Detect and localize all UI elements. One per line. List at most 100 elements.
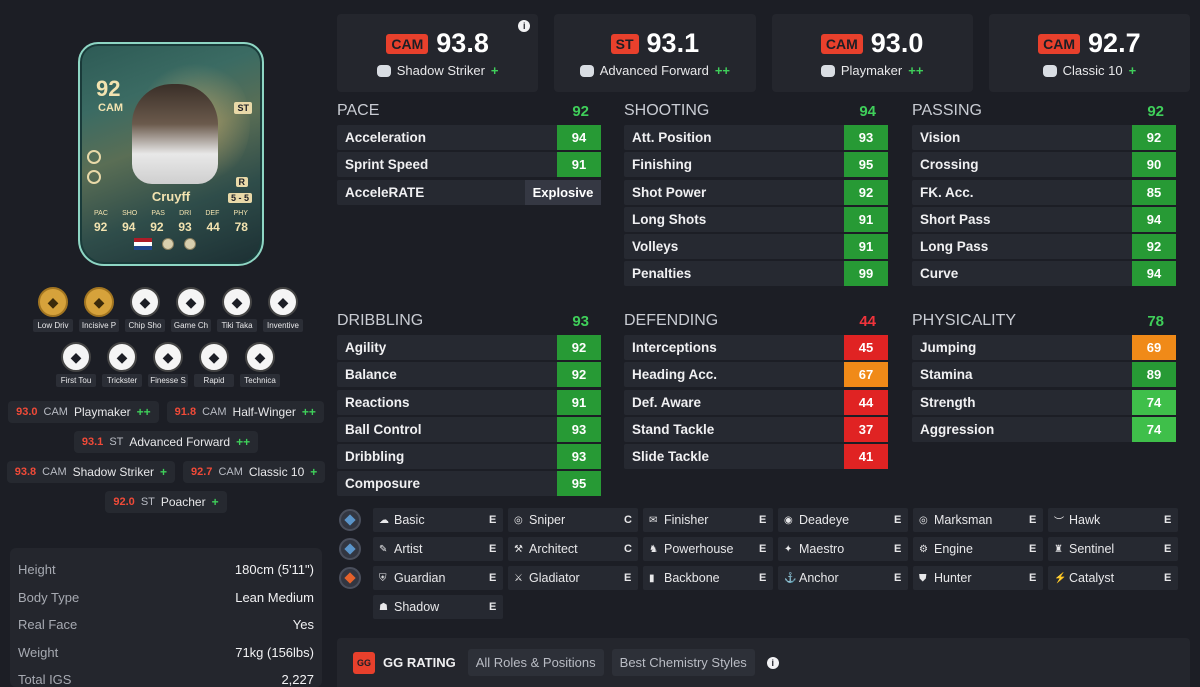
stat-row: Short Pass 94	[912, 206, 1176, 232]
top-role-line: ST 93.1	[610, 28, 699, 59]
top-role-line: CAM 93.0	[820, 28, 923, 59]
role-chip[interactable]: 93.1 ST Advanced Forward ++	[73, 431, 259, 453]
stat-group-header: PACE 92	[337, 100, 601, 122]
top-role-card[interactable]: CAM 93.8 Shadow Striker + i	[337, 14, 539, 92]
playstyle-item[interactable]: ◆ Rapid	[194, 342, 234, 387]
card-badges	[134, 238, 196, 250]
chem-style-item[interactable]: ♞ Powerhouse E	[643, 537, 773, 561]
chem-style-item[interactable]: ⚙ Engine E	[913, 537, 1043, 561]
stat-value: 92	[557, 362, 601, 388]
stat-row: Long Shots 91	[624, 206, 888, 232]
chem-style-item[interactable]: ▮ Backbone E	[643, 566, 773, 590]
role-chip[interactable]: 93.8 CAM Shadow Striker +	[6, 461, 176, 483]
chem-style-item[interactable]: ⚔ Gladiator E	[508, 566, 638, 590]
finesse-shot-icon: ◆	[153, 342, 183, 372]
chem-style-icon: ✎	[379, 543, 388, 555]
chem-style-level: E	[489, 543, 497, 555]
chem-style-name: Catalyst	[1069, 571, 1115, 585]
top-role-position: ST	[610, 33, 639, 54]
role-position: CAM	[43, 406, 68, 418]
info-row: Body Type Lean Medium	[18, 584, 314, 612]
playstyle-label: Finesse S	[148, 374, 188, 387]
playstyle-item[interactable]: ◆ Chip Sho	[125, 287, 165, 332]
chem-style-icon: ☁	[379, 514, 389, 526]
chem-style-name: Sniper	[529, 513, 566, 527]
stat-value: 92	[557, 335, 601, 360]
role-name: Playmaker	[73, 405, 131, 419]
playstyle-item[interactable]: ◆ Low Driv	[33, 287, 73, 332]
chem-style-level: E	[1164, 572, 1172, 584]
top-role-rating: 92.7	[1088, 28, 1141, 58]
role-plus: ++	[236, 435, 251, 449]
top-role-plus: ++	[714, 63, 731, 78]
gg-rating-title: GG RATING	[383, 655, 456, 670]
info-icon[interactable]: i	[766, 656, 779, 669]
role-position: ST	[109, 436, 124, 448]
chem-style-item[interactable]: ︶ Hawk E	[1048, 508, 1178, 532]
playstyle-item[interactable]: ◆ Tiki Taka	[217, 287, 257, 332]
role-icon	[820, 64, 835, 77]
chem-style-level: E	[489, 572, 497, 584]
playstyle-item[interactable]: ◆ Trickster	[102, 342, 142, 387]
tab-all-roles-positions[interactable]: All Roles & Positions	[467, 649, 604, 676]
stat-value: 99	[844, 261, 888, 287]
stat-value: 95	[844, 152, 888, 178]
chem-style-item[interactable]: ☗ Shadow E	[373, 595, 503, 619]
technical-icon: ◆	[245, 342, 275, 372]
role-rating: 92.0	[113, 496, 135, 508]
top-role-position: CAM	[1038, 33, 1081, 54]
role-chip[interactable]: 91.8 CAM Half-Winger ++	[166, 401, 324, 423]
stat-row: Def. Aware 44	[624, 389, 888, 415]
playstyle-label: First Tou	[56, 374, 96, 387]
chem-style-item[interactable]: ◎ Sniper C	[508, 508, 638, 532]
info-key: Total IGS	[18, 672, 72, 687]
stat-value: 91	[844, 206, 888, 232]
chem-style-level: E	[759, 514, 767, 526]
nation-flag-icon	[134, 238, 152, 250]
role-chip[interactable]: 92.7 CAM Classic 10 +	[183, 461, 326, 483]
chem-style-item[interactable]: ⛊ Hunter E	[913, 566, 1043, 590]
playstyle-item[interactable]: ◆ Game Ch	[171, 287, 211, 332]
chem-style-item[interactable]: ✎ Artist E	[373, 537, 503, 561]
top-role-card[interactable]: CAM 92.7 Classic 10 +	[988, 14, 1190, 92]
playstyle-item[interactable]: ◆ Incisive P	[79, 287, 119, 332]
chem-style-item[interactable]: ♜ Sentinel E	[1048, 537, 1178, 561]
chem-style-item[interactable]: ☁ Basic E	[373, 508, 503, 532]
top-role-name: Shadow Striker	[396, 63, 485, 78]
chem-style-item[interactable]: ✉ Finisher E	[643, 508, 773, 532]
role-name: Shadow Striker	[72, 465, 154, 479]
tab-best-chemistry-styles[interactable]: Best Chemistry Styles	[611, 649, 755, 676]
top-role-card[interactable]: CAM 93.0 Playmaker ++	[771, 14, 973, 92]
info-icon[interactable]: i	[518, 20, 531, 32]
chem-style-level: E	[1029, 514, 1037, 526]
chem-style-item[interactable]: ◉ Deadeye E	[778, 508, 908, 532]
chem-style-item[interactable]: ⚒ Architect C	[508, 537, 638, 561]
stat-group-shooting: SHOOTING 94 Att. Position 93 Finishing 95 Shot…	[624, 100, 888, 289]
playstyle-item[interactable]: ◆ First Tou	[56, 342, 96, 387]
chem-style-item[interactable]: ⛨ Guardian E	[373, 566, 503, 590]
top-role-line: Shadow Striker +	[376, 63, 499, 78]
stat-value: 89	[1132, 362, 1176, 388]
role-chip[interactable]: 92.0 ST Poacher +	[105, 491, 227, 513]
stat-name: Curve	[920, 266, 959, 282]
chem-style-item[interactable]: ✦ Maestro E	[778, 537, 908, 561]
top-role-card[interactable]: ST 93.1 Advanced Forward ++	[554, 14, 756, 92]
playstyle-item[interactable]: ◆ Finesse S	[148, 342, 188, 387]
role-position: CAM	[202, 406, 227, 418]
stat-group-header: DEFENDING 44	[624, 310, 888, 332]
game-changer-icon: ◆	[176, 287, 206, 317]
player-info-table: Height 180cm (5'11") Body Type Lean Medium R…	[10, 548, 322, 687]
card-skill-weakfoot: 5 - 5	[227, 193, 252, 203]
chem-style-item[interactable]: ⚓ Anchor E	[778, 566, 908, 590]
stat-name: Shot Power	[632, 184, 707, 200]
chem-style-item[interactable]: ⚡ Catalyst E	[1048, 566, 1178, 590]
playstyle-item[interactable]: ◆ Technica	[240, 342, 280, 387]
info-value: 71kg (156lbs)	[235, 644, 314, 660]
stat-value: Explosive	[525, 179, 601, 205]
stat-name: Volleys	[632, 239, 679, 255]
stat-row: Balance 92	[337, 362, 601, 388]
chem-style-item[interactable]: ◎ Marksman E	[913, 508, 1043, 532]
chem-style-icon: ✦	[784, 543, 793, 555]
role-chip[interactable]: 93.0 CAM Playmaker ++	[8, 401, 159, 423]
playstyle-item[interactable]: ◆ Inventive	[263, 287, 303, 332]
